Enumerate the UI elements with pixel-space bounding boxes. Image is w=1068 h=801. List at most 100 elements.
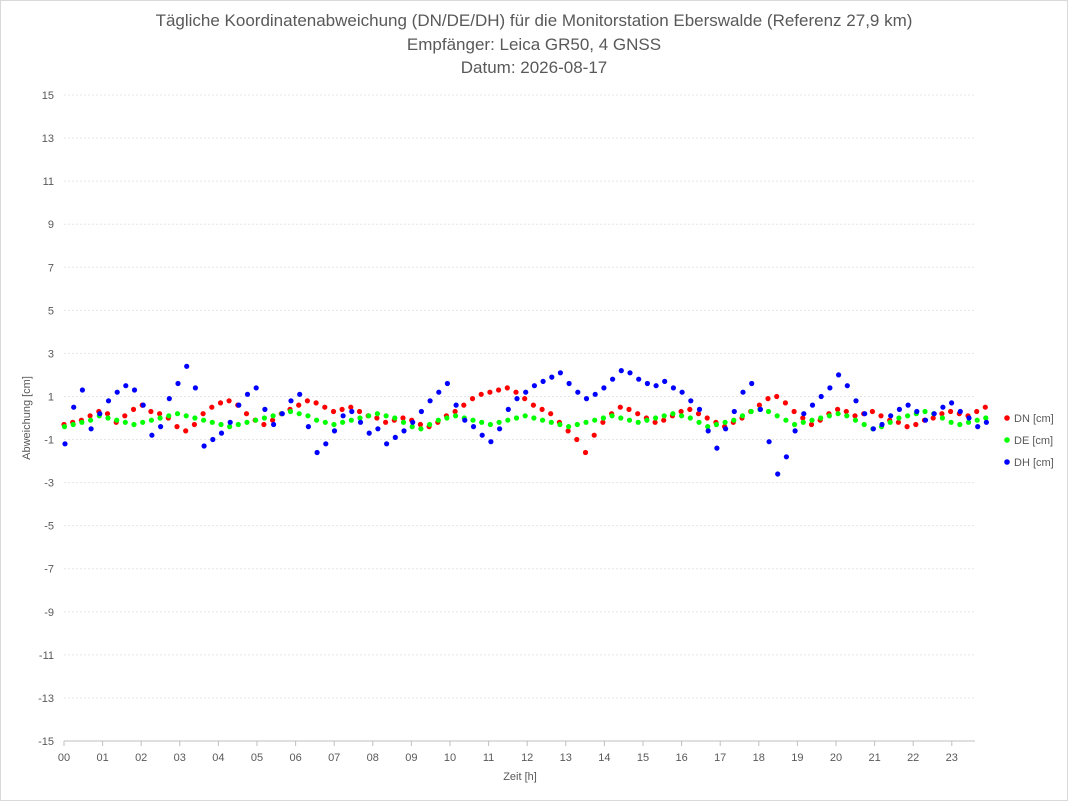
data-point xyxy=(261,421,267,428)
data-point xyxy=(383,413,389,419)
data-point xyxy=(601,385,607,391)
data-point xyxy=(775,471,781,477)
x-tick-label: 01 xyxy=(96,752,108,764)
data-point xyxy=(417,421,423,428)
data-point xyxy=(469,396,476,402)
legend-label: DH [cm] xyxy=(1014,457,1054,469)
data-point xyxy=(626,406,632,412)
data-point xyxy=(756,402,763,408)
data-point xyxy=(627,370,633,376)
data-point xyxy=(679,389,685,395)
data-point xyxy=(774,413,780,419)
data-point xyxy=(401,428,407,434)
data-point xyxy=(244,391,251,397)
data-point xyxy=(356,408,363,415)
data-point xyxy=(879,421,885,428)
data-point xyxy=(191,421,197,428)
data-point xyxy=(253,385,259,391)
data-point xyxy=(314,417,320,423)
data-point xyxy=(862,411,868,417)
x-axis-label: Zeit [h] xyxy=(503,771,537,783)
data-point xyxy=(148,408,154,415)
data-point xyxy=(574,436,580,443)
data-point xyxy=(974,408,980,415)
data-point xyxy=(757,406,764,412)
data-point xyxy=(574,421,580,428)
data-point xyxy=(496,387,502,393)
gridlines xyxy=(64,94,975,742)
data-point xyxy=(540,378,546,384)
data-point xyxy=(583,419,589,425)
y-tick-label: 7 xyxy=(48,262,54,274)
data-point xyxy=(939,415,946,421)
data-point xyxy=(270,417,276,423)
data-point xyxy=(661,413,667,419)
data-point xyxy=(610,376,616,382)
y-tick-label: -1 xyxy=(44,435,54,447)
data-point xyxy=(582,449,589,456)
y-tick-label: -3 xyxy=(44,478,54,490)
y-tick-label: -15 xyxy=(38,736,54,748)
data-point xyxy=(801,411,807,417)
data-point xyxy=(384,441,390,447)
data-point xyxy=(678,408,684,415)
y-tick-label: 11 xyxy=(43,176,54,188)
data-point xyxy=(679,413,685,419)
chart-title: Tägliche Koordinatenabweichung (DN/DE/DH… xyxy=(155,11,913,30)
data-point xyxy=(905,413,911,419)
data-point xyxy=(253,417,259,423)
data-point xyxy=(340,419,346,425)
legend: DN [cm] DE [cm] DH [cm] xyxy=(1004,413,1054,469)
data-point xyxy=(114,389,120,395)
data-point xyxy=(530,402,537,408)
y-tick-label: -5 xyxy=(44,521,54,533)
data-point xyxy=(808,421,815,428)
data-point xyxy=(531,383,538,389)
x-tick-label: 02 xyxy=(135,752,147,764)
data-point xyxy=(670,411,676,417)
data-point xyxy=(687,415,693,421)
data-point xyxy=(565,428,571,434)
data-point xyxy=(974,417,980,423)
data-point xyxy=(122,419,128,425)
y-tick-label: -9 xyxy=(44,607,54,619)
data-point xyxy=(357,419,364,425)
data-point xyxy=(583,396,590,402)
data-point xyxy=(71,404,77,410)
data-point xyxy=(348,417,354,423)
data-point xyxy=(452,408,458,415)
legend-marker xyxy=(1004,459,1010,465)
data-point xyxy=(662,378,668,384)
data-point xyxy=(192,385,198,391)
data-point xyxy=(262,406,268,412)
data-point xyxy=(148,417,154,423)
data-point xyxy=(592,417,598,423)
data-point xyxy=(914,408,920,415)
legend-marker xyxy=(1004,415,1010,421)
data-point xyxy=(496,419,502,425)
data-point xyxy=(497,426,503,432)
data-point xyxy=(869,408,876,415)
data-point xyxy=(79,387,85,393)
data-point xyxy=(470,424,477,430)
data-point xyxy=(739,413,746,419)
y-tick-label: 9 xyxy=(48,219,54,231)
data-point xyxy=(600,419,606,425)
data-point xyxy=(70,421,76,428)
data-point xyxy=(339,406,345,412)
data-point xyxy=(809,417,815,423)
data-point xyxy=(644,417,650,423)
data-point xyxy=(88,426,94,432)
data-point xyxy=(652,419,658,425)
data-point xyxy=(591,432,597,438)
data-point xyxy=(523,389,529,395)
data-point xyxy=(149,432,155,438)
data-point xyxy=(487,421,493,428)
data-point xyxy=(800,419,806,425)
x-tick-label: 15 xyxy=(637,752,649,764)
data-point xyxy=(305,424,311,430)
data-point xyxy=(444,415,450,421)
data-point xyxy=(705,424,711,430)
x-tick-label: 16 xyxy=(675,752,687,764)
data-point xyxy=(123,383,129,389)
